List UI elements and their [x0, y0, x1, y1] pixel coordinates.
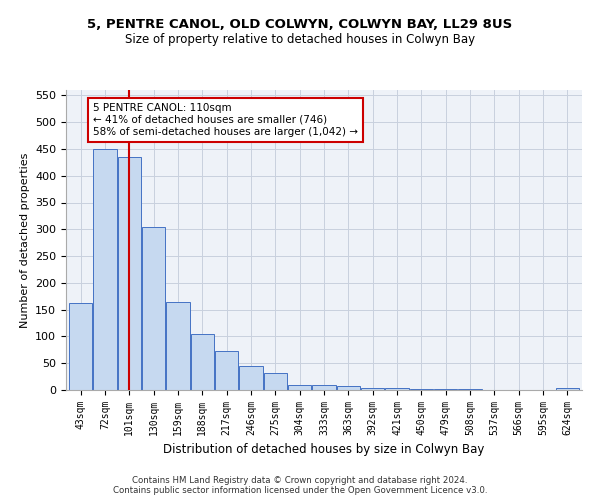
Y-axis label: Number of detached properties: Number of detached properties — [20, 152, 29, 328]
Bar — [142, 226, 165, 390]
Text: Contains public sector information licensed under the Open Government Licence v3: Contains public sector information licen… — [113, 486, 487, 495]
Text: Contains HM Land Registry data © Crown copyright and database right 2024.: Contains HM Land Registry data © Crown c… — [132, 476, 468, 485]
Bar — [94, 149, 116, 390]
X-axis label: Distribution of detached houses by size in Colwyn Bay: Distribution of detached houses by size … — [163, 444, 485, 456]
Text: 5 PENTRE CANOL: 110sqm
← 41% of detached houses are smaller (746)
58% of semi-de: 5 PENTRE CANOL: 110sqm ← 41% of detached… — [93, 104, 358, 136]
Bar — [118, 157, 141, 390]
Bar — [385, 388, 409, 390]
Bar — [166, 302, 190, 390]
Bar — [288, 384, 311, 390]
Text: Size of property relative to detached houses in Colwyn Bay: Size of property relative to detached ho… — [125, 32, 475, 46]
Bar — [337, 386, 360, 390]
Text: 5, PENTRE CANOL, OLD COLWYN, COLWYN BAY, LL29 8US: 5, PENTRE CANOL, OLD COLWYN, COLWYN BAY,… — [88, 18, 512, 30]
Bar — [313, 385, 335, 390]
Bar — [191, 334, 214, 390]
Bar — [361, 388, 384, 390]
Bar — [69, 302, 92, 390]
Bar — [215, 351, 238, 390]
Bar — [556, 388, 579, 390]
Bar — [264, 373, 287, 390]
Bar — [239, 366, 263, 390]
